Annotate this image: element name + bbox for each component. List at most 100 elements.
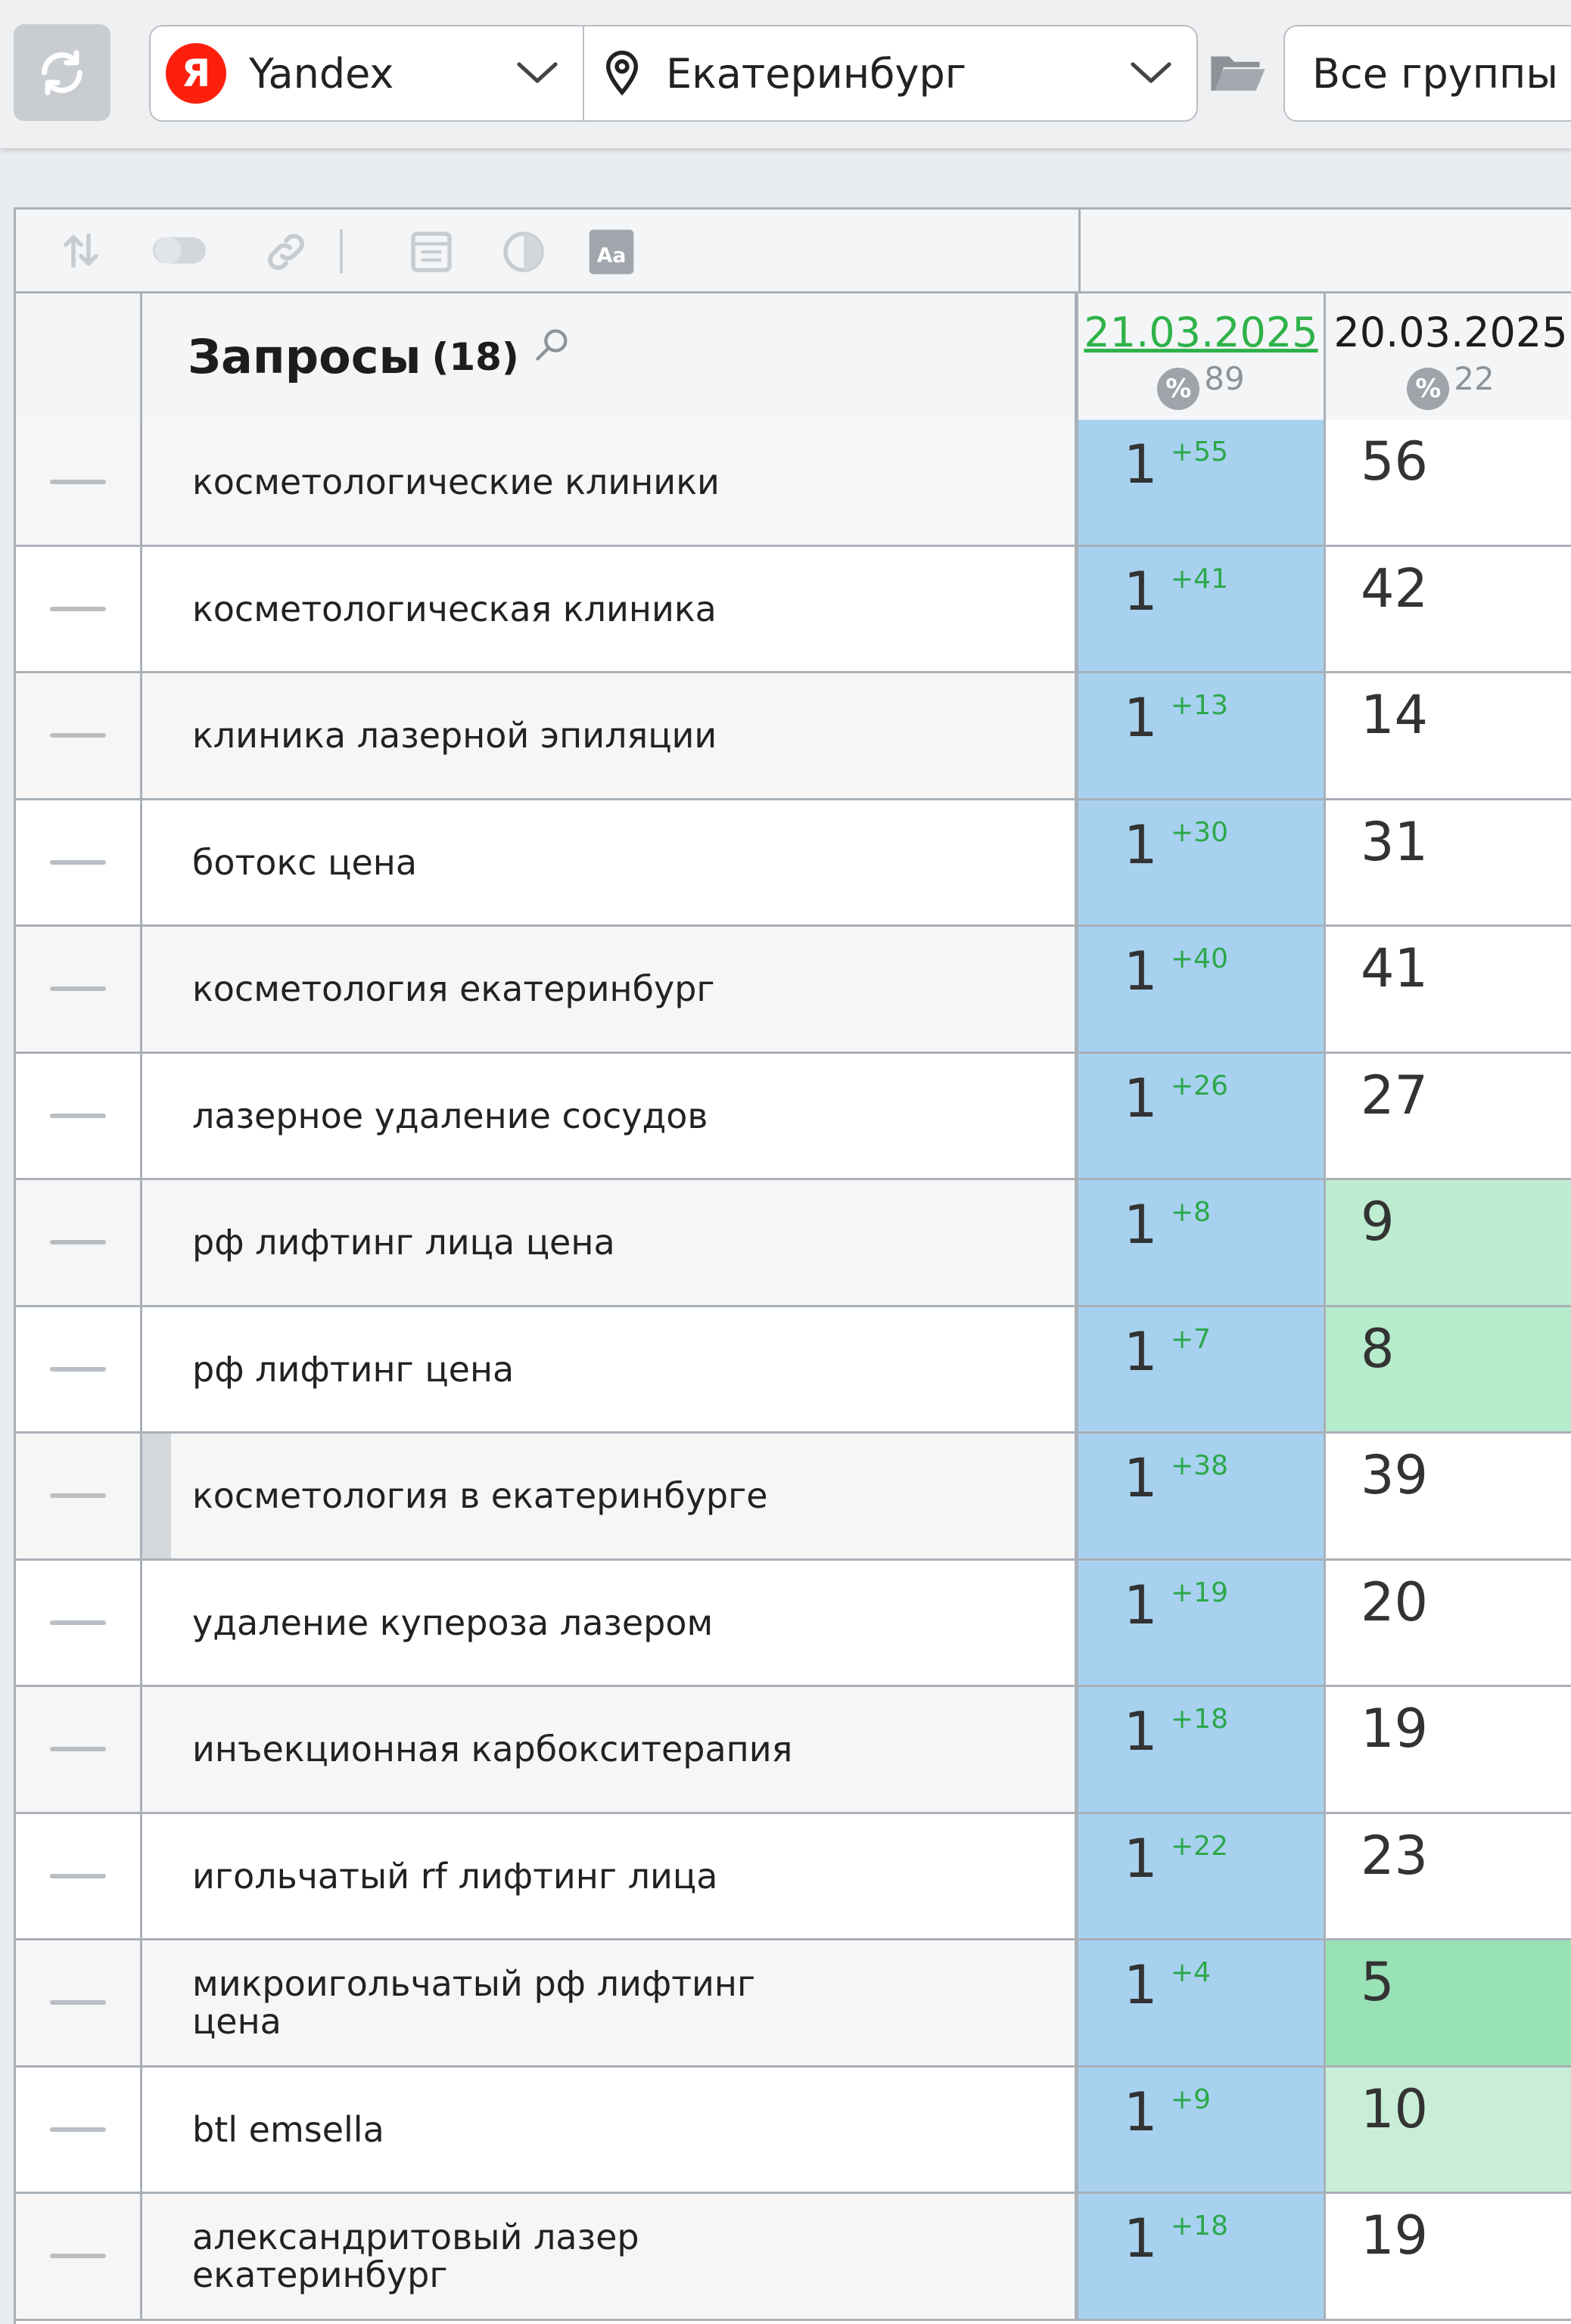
font-icon[interactable]: Aa bbox=[585, 228, 638, 276]
window-icon[interactable] bbox=[405, 228, 458, 276]
query-cell[interactable]: клиника лазерной эпиляции bbox=[142, 673, 1078, 798]
position-previous-cell[interactable]: 27 bbox=[1326, 1053, 1571, 1178]
toggle-icon[interactable] bbox=[149, 228, 210, 273]
position-previous: 20 bbox=[1361, 1571, 1429, 1633]
position-current-cell[interactable]: 1 +7 bbox=[1078, 1306, 1326, 1431]
row-index-cell[interactable] bbox=[16, 1560, 142, 1685]
position-current-cell[interactable]: 1 +26 bbox=[1078, 1053, 1326, 1178]
query-cell[interactable]: косметологические клиники bbox=[142, 420, 1078, 545]
query-cell[interactable]: косметология в екатеринбурге bbox=[142, 1434, 1078, 1558]
position-previous-cell[interactable]: 31 bbox=[1326, 800, 1571, 924]
position-current-cell[interactable]: 1 +19 bbox=[1078, 1560, 1326, 1685]
query-text: микроигольчатый рф лифтинг цена bbox=[192, 1963, 756, 2043]
contrast-icon[interactable] bbox=[497, 228, 550, 276]
table-row[interactable]: косметологическая клиника 1 +41 42 bbox=[16, 546, 1571, 673]
row-index-cell[interactable] bbox=[16, 1434, 142, 1558]
query-cell[interactable]: александритовый лазер екатеринбург bbox=[142, 2194, 1078, 2319]
position-previous-cell[interactable]: 8 bbox=[1326, 1306, 1571, 1431]
groups-select[interactable]: Все группы bbox=[1283, 25, 1571, 122]
query-cell[interactable]: удаление купероза лазером bbox=[142, 1560, 1078, 1685]
position-current-cell[interactable]: 1 +55 bbox=[1078, 420, 1326, 545]
engine-region-selector: Я Yandex Екатеринбург bbox=[149, 25, 1198, 122]
search-icon[interactable] bbox=[533, 326, 572, 365]
position-previous-cell[interactable]: 10 bbox=[1326, 2067, 1571, 2192]
dash-icon bbox=[50, 1493, 106, 1499]
table-row[interactable]: рф лифтинг цена 1 +7 8 bbox=[16, 1306, 1571, 1434]
table-row[interactable]: косметология в екатеринбурге 1 +38 39 bbox=[16, 1434, 1571, 1561]
position-previous-cell[interactable]: 23 bbox=[1326, 1813, 1571, 1938]
header-date-current[interactable]: 21.03.2025 % 89 bbox=[1078, 294, 1326, 420]
position-current: 1 bbox=[1124, 1447, 1158, 1509]
table-row[interactable]: лазерное удаление сосудов 1 +26 27 bbox=[16, 1053, 1571, 1180]
folder-icon[interactable] bbox=[1209, 50, 1267, 95]
position-current-cell[interactable]: 1 +41 bbox=[1078, 546, 1326, 671]
position-previous-cell[interactable]: 5 bbox=[1326, 1940, 1571, 2065]
row-index-cell[interactable] bbox=[16, 1053, 142, 1178]
table-row[interactable]: косметологические клиники 1 +55 56 bbox=[16, 420, 1571, 547]
row-index-cell[interactable] bbox=[16, 2067, 142, 2192]
query-cell[interactable]: рф лифтинг лица цена bbox=[142, 1180, 1078, 1305]
query-cell[interactable]: лазерное удаление сосудов bbox=[142, 1053, 1078, 1178]
sort-icon[interactable] bbox=[58, 228, 104, 273]
position-previous-cell[interactable]: 42 bbox=[1326, 546, 1571, 671]
table-row[interactable]: инъекционная карбокситерапия 1 +18 19 bbox=[16, 1687, 1571, 1814]
position-current-cell[interactable]: 1 +18 bbox=[1078, 2194, 1326, 2319]
position-current-cell[interactable]: 1 +13 bbox=[1078, 673, 1326, 798]
query-cell[interactable]: ботокс цена bbox=[142, 800, 1078, 924]
row-index-cell[interactable] bbox=[16, 1687, 142, 1812]
table-row[interactable]: ботокс цена 1 +30 31 bbox=[16, 800, 1571, 927]
refresh-button[interactable] bbox=[14, 24, 110, 121]
position-current-cell[interactable]: 1 +38 bbox=[1078, 1434, 1326, 1558]
link-icon[interactable] bbox=[260, 228, 313, 276]
query-cell[interactable]: btl emsella bbox=[142, 2067, 1078, 2192]
table-row[interactable]: btl emsella 1 +9 10 bbox=[16, 2067, 1571, 2194]
position-current-cell[interactable]: 1 +8 bbox=[1078, 1180, 1326, 1305]
query-cell[interactable]: рф лифтинг цена bbox=[142, 1306, 1078, 1431]
position-current-cell[interactable]: 1 +9 bbox=[1078, 2067, 1326, 2192]
row-index-cell[interactable] bbox=[16, 1940, 142, 2065]
date-link[interactable]: 21.03.2025 bbox=[1084, 309, 1318, 356]
header-query-cell[interactable]: Запросы (18) bbox=[142, 294, 1078, 420]
position-delta: +19 bbox=[1171, 1577, 1228, 1608]
position-previous-cell[interactable]: 41 bbox=[1326, 927, 1571, 1052]
row-index-cell[interactable] bbox=[16, 927, 142, 1052]
position-current-cell[interactable]: 1 +30 bbox=[1078, 800, 1326, 924]
row-index-cell[interactable] bbox=[16, 673, 142, 798]
position-previous-cell[interactable]: 39 bbox=[1326, 1434, 1571, 1558]
table-row[interactable]: клиника лазерной эпиляции 1 +13 14 bbox=[16, 673, 1571, 800]
table-row[interactable]: рф лифтинг лица цена 1 +8 9 bbox=[16, 1180, 1571, 1307]
table-row[interactable]: игольчатый rf лифтинг лица 1 +22 23 bbox=[16, 1813, 1571, 1940]
row-index-cell[interactable] bbox=[16, 546, 142, 671]
row-index-cell[interactable] bbox=[16, 1180, 142, 1305]
table-row[interactable]: удаление купероза лазером 1 +19 20 bbox=[16, 1560, 1571, 1687]
region-select[interactable]: Екатеринбург bbox=[584, 26, 1196, 120]
query-cell[interactable]: косметологическая клиника bbox=[142, 546, 1078, 671]
table-row[interactable]: микроигольчатый рф лифтинг цена 1 +4 5 bbox=[16, 1940, 1571, 2068]
position-delta: +4 bbox=[1171, 1957, 1212, 1988]
query-cell[interactable]: инъекционная карбокситерапия bbox=[142, 1687, 1078, 1812]
position-previous-cell[interactable]: 19 bbox=[1326, 1687, 1571, 1812]
position-current-cell[interactable]: 1 +18 bbox=[1078, 1687, 1326, 1812]
visibility-percent: 22 bbox=[1454, 360, 1495, 397]
position-previous-cell[interactable]: 9 bbox=[1326, 1180, 1571, 1305]
query-cell[interactable]: косметология екатеринбург bbox=[142, 927, 1078, 1052]
search-engine-select[interactable]: Я Yandex bbox=[151, 26, 584, 120]
header-date-previous[interactable]: 20.03.2025 % 22 bbox=[1326, 294, 1571, 420]
query-cell[interactable]: игольчатый rf лифтинг лица bbox=[142, 1813, 1078, 1938]
position-previous-cell[interactable]: 14 bbox=[1326, 673, 1571, 798]
row-index-cell[interactable] bbox=[16, 800, 142, 924]
position-previous-cell[interactable]: 20 bbox=[1326, 1560, 1571, 1685]
row-index-cell[interactable] bbox=[16, 2194, 142, 2319]
table-row[interactable]: косметология екатеринбург 1 +40 41 bbox=[16, 927, 1571, 1054]
position-previous-cell[interactable]: 56 bbox=[1326, 420, 1571, 545]
row-index-cell[interactable] bbox=[16, 1306, 142, 1431]
query-cell[interactable]: микроигольчатый рф лифтинг цена bbox=[142, 1940, 1078, 2065]
position-current-cell[interactable]: 1 +22 bbox=[1078, 1813, 1326, 1938]
row-index-cell[interactable] bbox=[16, 420, 142, 545]
position-previous-cell[interactable]: 19 bbox=[1326, 2194, 1571, 2319]
table-row[interactable]: александритовый лазер екатеринбург 1 +18… bbox=[16, 2194, 1571, 2321]
row-index-cell[interactable] bbox=[16, 1813, 142, 1938]
query-text: рф лифтинг цена bbox=[192, 1348, 515, 1390]
position-current-cell[interactable]: 1 +40 bbox=[1078, 927, 1326, 1052]
position-current-cell[interactable]: 1 +4 bbox=[1078, 1940, 1326, 2065]
